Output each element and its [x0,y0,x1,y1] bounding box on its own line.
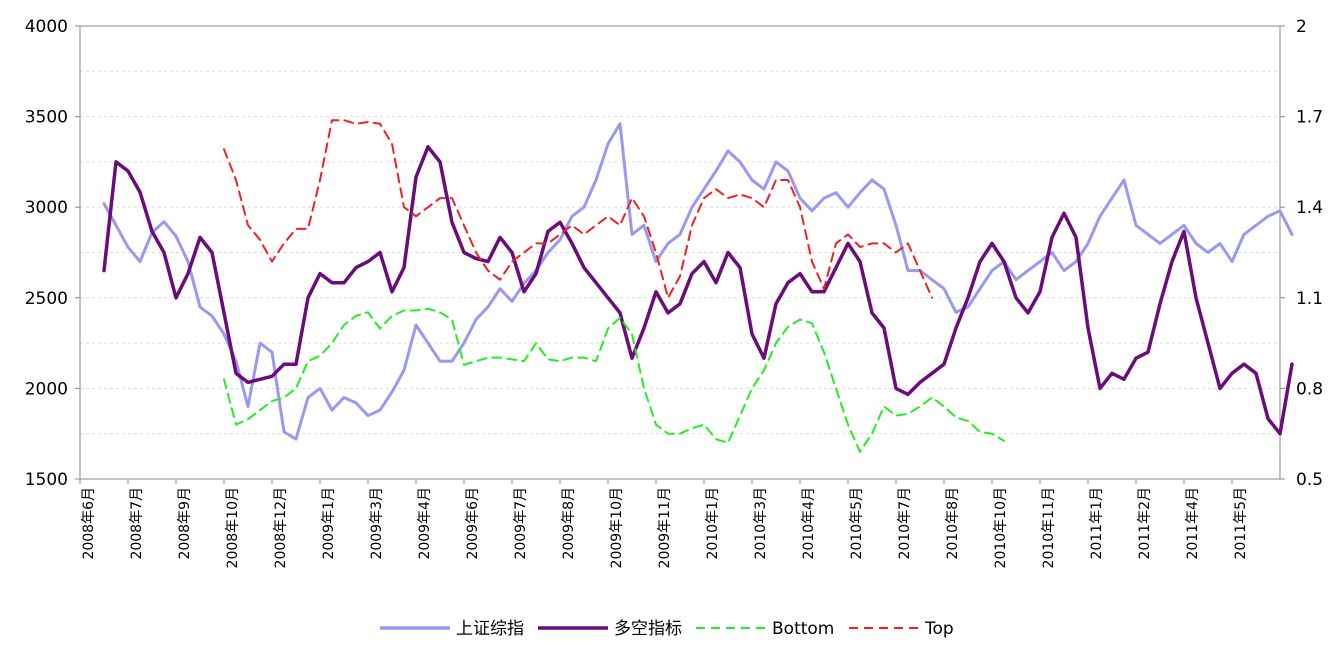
x-tick-label: 2008年6月 [81,487,97,560]
x-tick-label: 2011年2月 [1137,487,1153,560]
x-tick-label: 2010年1月 [705,487,721,560]
x-tick-label: 2010年8月 [945,487,961,560]
x-tick-label: 2010年4月 [801,487,817,560]
series-group [102,119,1294,453]
x-tick-label: 2010年5月 [849,487,865,560]
legend-label: Bottom [772,619,834,639]
legend-label: 上证综指 [456,619,524,639]
x-tick-label: 2009年1月 [321,487,337,560]
y-right-tick-label: 2 [1296,17,1307,37]
y-left-tick-label: 4000 [25,17,68,37]
legend: 上证综指 多空指标 Bottom Top [380,619,954,639]
x-tick-label: 2010年3月 [753,487,769,560]
y-left-tick-label: 2500 [25,289,68,309]
x-tick-label: 2008年9月 [177,487,193,560]
plot-area [79,25,1281,480]
x-tick-label: 2009年8月 [561,487,577,560]
legend-label: 多空指标 [614,619,682,639]
x-tick-label: 2009年11月 [657,487,673,568]
y-right-tick-label: 1.4 [1296,198,1323,218]
series-line-2 [223,307,1005,453]
y-right-tick-label: 0.5 [1296,470,1323,490]
y-left-tick-label: 3500 [25,108,68,128]
x-tick-label: 2008年10月 [225,487,241,568]
x-tick-label: 2011年5月 [1233,487,1249,560]
x-tick-label: 2009年3月 [369,487,385,560]
y-axis-left: 1500 2000 2500 3000 3500 4000 [25,17,80,490]
legend-label: Top [924,619,954,639]
x-tick-label: 2011年4月 [1185,487,1201,560]
x-tick-label: 2010年7月 [897,487,913,560]
y-left-tick-label: 3000 [25,198,68,218]
x-tick-label: 2010年11月 [1041,487,1057,568]
y-left-tick-label: 1500 [25,470,68,490]
y-axis-right: 0.5 0.8 1.1 1.4 1.7 2 [1280,17,1323,490]
series-line-3 [223,119,933,299]
x-tick-label: 2009年7月 [513,487,529,560]
series-line-1 [102,145,1294,436]
grid-lines [80,70,1280,435]
x-axis: 2008年6月 2008年7月 2008年9月 2008年10月 2008年12月 200… [79,479,1249,568]
series-line-0 [102,122,1294,441]
x-tick-label: 2009年10月 [609,487,625,568]
x-tick-label: 2009年4月 [417,487,433,560]
y-right-tick-label: 0.8 [1296,379,1323,399]
x-tick-label: 2010年10月 [993,487,1009,568]
x-tick-label: 2011年1月 [1089,487,1105,560]
y-right-tick-label: 1.1 [1296,289,1323,309]
y-right-tick-label: 1.7 [1296,108,1323,128]
x-tick-label: 2009年6月 [465,487,481,560]
y-left-tick-label: 2000 [25,379,68,399]
x-tick-label: 2008年12月 [273,487,289,568]
x-tick-label: 2008年7月 [129,487,145,560]
